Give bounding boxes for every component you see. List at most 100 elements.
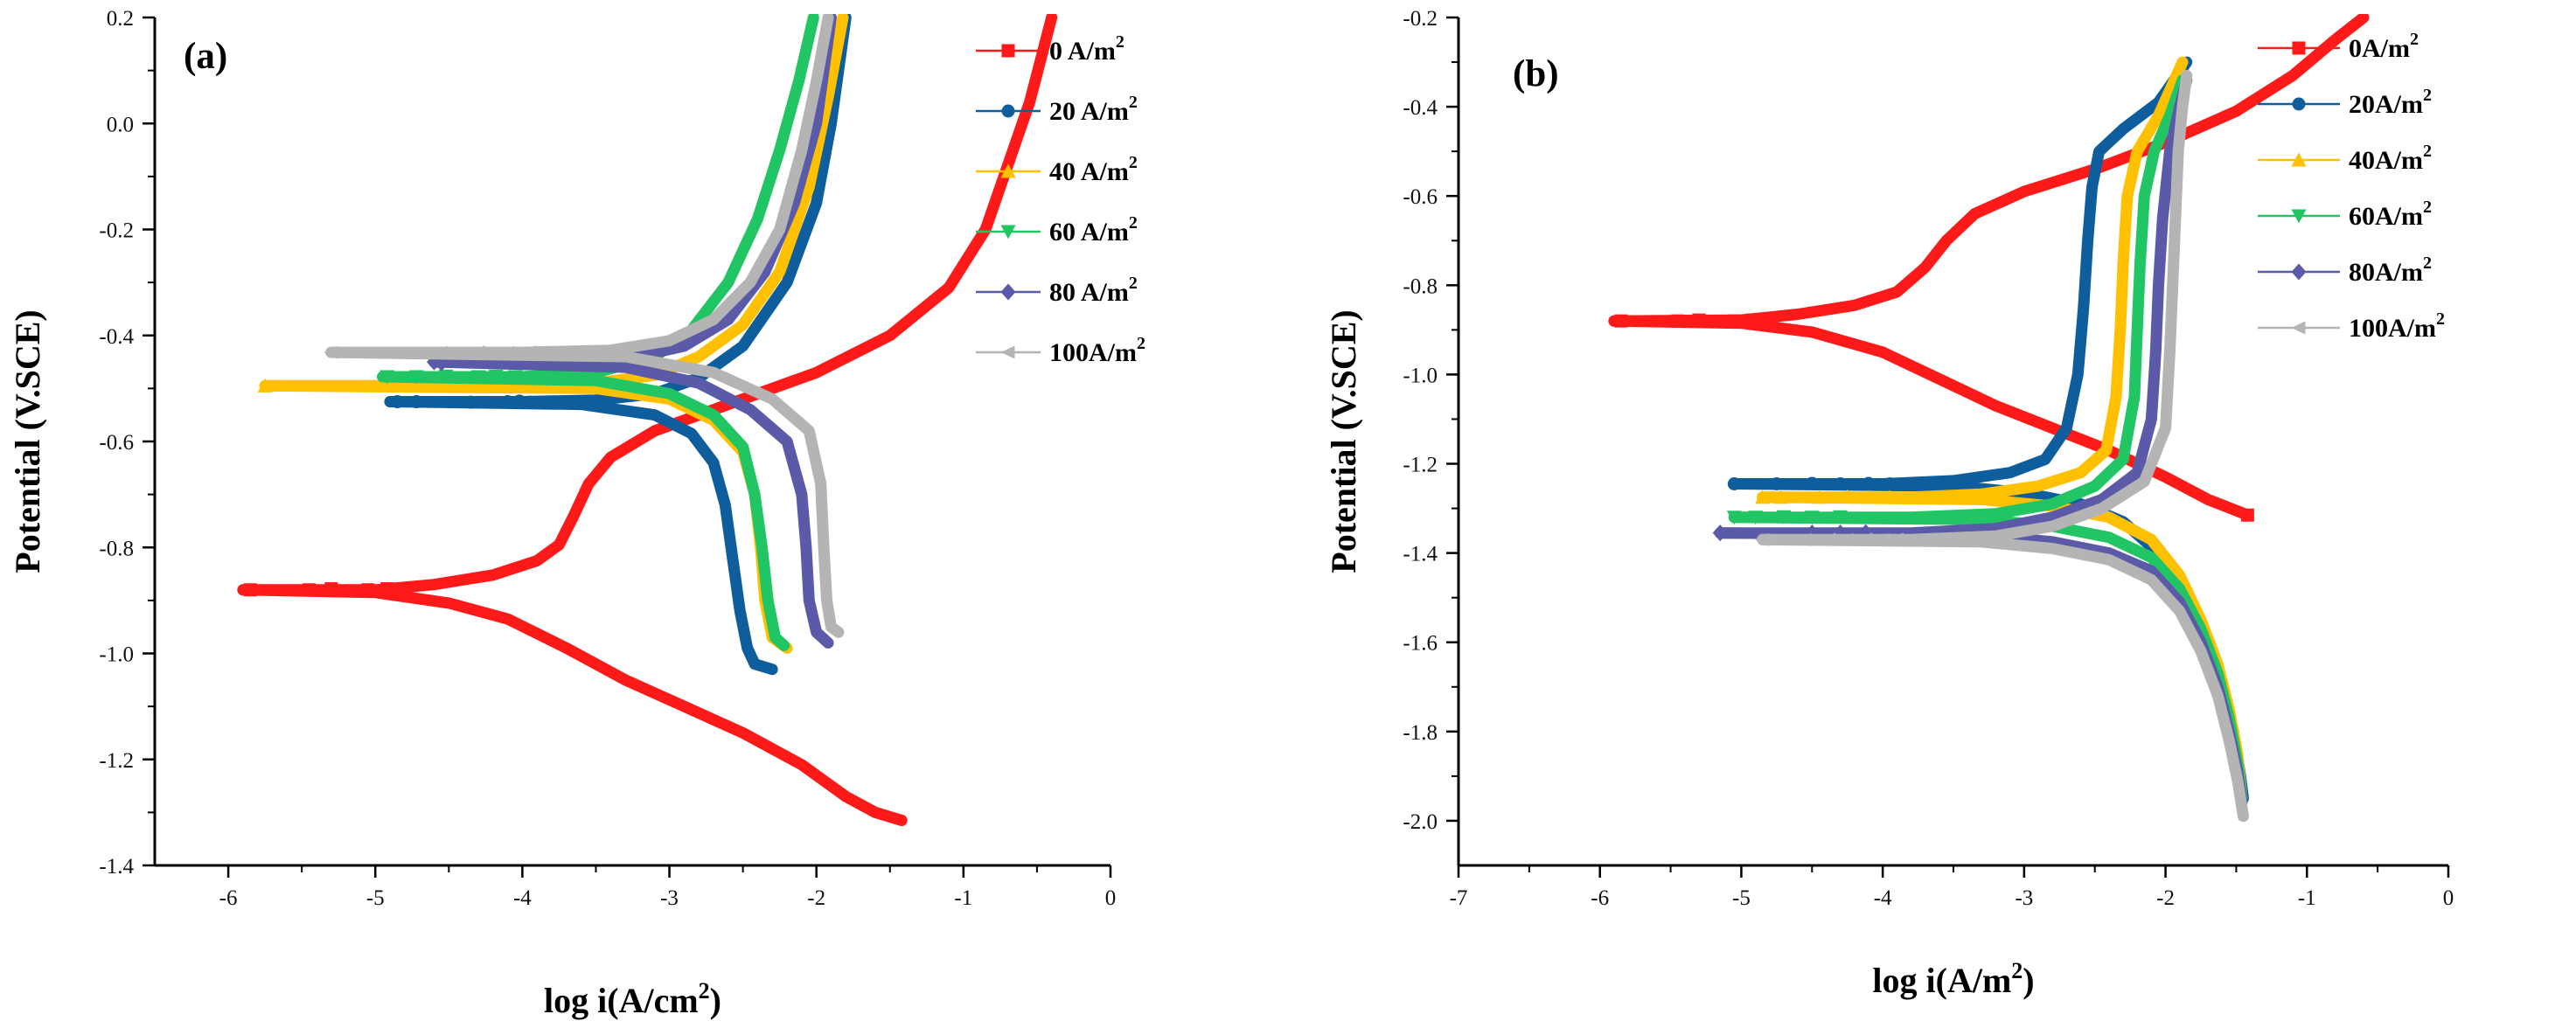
legend-item: 0A/m2 <box>2258 30 2419 63</box>
chart-b-x-tick-label: -2 <box>2156 886 2175 910</box>
chart-a-plot-area <box>237 14 1058 826</box>
chart-a-series-100am-marker <box>324 345 338 359</box>
legend-marker <box>2291 321 2306 335</box>
chart-a-x-tick-label: -4 <box>513 886 532 910</box>
chart-b-series-80am-anodic-branch <box>1714 74 2193 539</box>
chart-a-y-tick-label: -1.4 <box>99 855 134 879</box>
legend-label: 40A/m2 <box>2349 142 2432 175</box>
chart-a-series-20am-marker <box>464 395 478 409</box>
chart-a-y-tick-label: -1.2 <box>99 749 134 773</box>
chart-b-series-60am-anodic-branch <box>1728 74 2189 524</box>
chart-a-series-80am-cathodic-branch <box>428 356 834 649</box>
chart-a-x-tick-label: -6 <box>219 886 238 910</box>
chart-b-series-100am <box>1755 69 2249 823</box>
chart-b-series-60am-marker <box>1804 511 1820 525</box>
chart-b-y-tick-label: -1.8 <box>1403 721 1438 745</box>
legend-marker <box>1000 283 1016 301</box>
chart-b-series-0am-cathodic-branch <box>1608 315 2253 521</box>
chart-b-series-100am-anodic-branch <box>1757 69 2193 545</box>
chart-b-series-60am-marker <box>1833 510 1848 524</box>
chart-a-y-tick-label: -0.8 <box>99 537 134 560</box>
chart-a-series-20am-cathodic-branch <box>384 396 778 676</box>
chart-a-series-20am-marker <box>512 394 526 408</box>
legend-label: 100A/m2 <box>2349 309 2445 343</box>
chart-a-series-0am-marker <box>380 582 394 596</box>
chart-a-series-0am-anodic-branch <box>237 14 1058 596</box>
chart-a-series-0am-marker <box>361 583 375 597</box>
chart-a-series-60am-cathodic-branch <box>377 371 790 651</box>
chart-b-x-tick-label: -7 <box>1450 886 1468 910</box>
chart-b-series-40am-marker <box>1811 490 1827 504</box>
legend-item: 0 A/m2 <box>976 32 1124 66</box>
chart-a-series-40am-marker <box>257 378 273 392</box>
chart-b-series-20am-anodic-branch <box>1728 56 2193 490</box>
chart-b-series-0am <box>1608 14 2370 522</box>
legend-marker <box>2291 209 2307 224</box>
chart-b-series-20am-marker <box>1883 477 1897 490</box>
legend-marker <box>1000 163 1016 178</box>
chart-b-series-60am-marker <box>1726 511 1742 525</box>
chart-b-legend: 0A/m2 20A/m2 40A/m2 60A/m2 80A/m2 100A/m2 <box>2258 30 2445 343</box>
chart-a-series-100am-marker <box>500 345 515 359</box>
legend-item: 60 A/m2 <box>976 213 1138 247</box>
chart-b-series-0am-marker <box>1745 313 1759 327</box>
legend-marker <box>2291 152 2307 167</box>
chart-a-series-60am-marker <box>438 369 454 384</box>
legend-marker <box>1001 44 1015 58</box>
chart-a-series-20am-marker <box>409 395 423 409</box>
chart-a-series-100am-cathodic-branch <box>325 346 845 638</box>
chart-a-series-60am <box>377 14 819 651</box>
legend-marker <box>2292 41 2306 55</box>
legend-label: 80 A/m2 <box>1049 274 1138 307</box>
chart-a-series-0am-marker <box>324 582 338 596</box>
legend-label: 60 A/m2 <box>1049 213 1138 247</box>
chart-b-y-tick-label: -1.2 <box>1403 454 1438 477</box>
chart-a-series-0am-marker <box>243 583 257 597</box>
chart-b-x-tick-label: -5 <box>1732 886 1751 910</box>
chart-b-series-0am-marker <box>1671 314 1685 328</box>
chart-b-series-20am-marker <box>1727 477 1741 490</box>
legend-marker <box>1001 104 1015 118</box>
legend-label: 60A/m2 <box>2349 198 2432 231</box>
chart-b-y-tick-label: -1.6 <box>1403 632 1438 656</box>
chart-a-series-100am-marker <box>522 345 537 359</box>
chart-b-series-20am-marker <box>1834 477 1848 490</box>
chart-a-series-100am-marker <box>588 345 602 359</box>
legend-label: 100A/m2 <box>1049 334 1145 367</box>
chart-b-series-100am-marker <box>1755 532 1770 546</box>
legend-item: 80A/m2 <box>2258 254 2432 287</box>
chart-a-series-80am <box>426 14 837 649</box>
chart-b-x-tick-label: 0 <box>2443 886 2454 910</box>
chart-a-series-20am-marker <box>501 395 515 409</box>
chart-b-series-100am-marker <box>1889 532 1904 546</box>
chart-a-y-tick-label: -0.2 <box>99 219 134 243</box>
chart-b-series-100am-marker <box>1858 532 1873 546</box>
chart-b-series-40am-marker <box>1840 489 1855 504</box>
legend-label: 20 A/m2 <box>1049 93 1138 126</box>
chart-a-series-20am-marker <box>390 395 404 409</box>
chart-a-series-40am-marker <box>463 378 479 392</box>
chart-b-series-100am-marker <box>1797 532 1812 546</box>
chart-b-series-60am-marker <box>1776 510 1792 524</box>
legend-label: 40 A/m2 <box>1049 153 1138 186</box>
chart-a-legend: 0 A/m2 20 A/m2 40 A/m2 60 A/m2 80 A/m2 100A/m… <box>976 32 1145 367</box>
chart-a-series-100am-marker <box>574 345 588 359</box>
legend-item: 40 A/m2 <box>976 153 1138 186</box>
chart-b-plot-area <box>1608 14 2370 823</box>
chart-b-y-axis-label: Potential (V.SCE) <box>1324 309 1363 573</box>
chart-b-y-tick-label: -0.8 <box>1403 274 1438 298</box>
chart-b-y-tick-label: -0.4 <box>1403 96 1438 120</box>
chart-b-series-100am-cathodic-branch <box>1757 533 2249 823</box>
chart-b-series-20am-marker <box>1862 476 1876 490</box>
chart-b-series-100am-marker <box>1875 532 1890 546</box>
chart-a-x-tick-label: -5 <box>366 886 385 910</box>
chart-a-y-tick-label: 0.0 <box>107 113 134 136</box>
chart-b-series-100am-marker <box>1840 532 1855 546</box>
chart-a-x-tick-label: -2 <box>807 886 825 910</box>
chart-b-x-tick-label: -6 <box>1591 886 1609 910</box>
chart-a-y-tick-label: 0.2 <box>107 7 134 31</box>
legend-marker <box>1000 345 1015 359</box>
chart-panel-b: -7 -6 -5 -4 -3 -2 -1 0 -2.0 -1.8 -1.6 -1.4 -1.2 -1.0 -… <box>1324 7 2454 1000</box>
chart-a-series-100am <box>324 14 845 638</box>
